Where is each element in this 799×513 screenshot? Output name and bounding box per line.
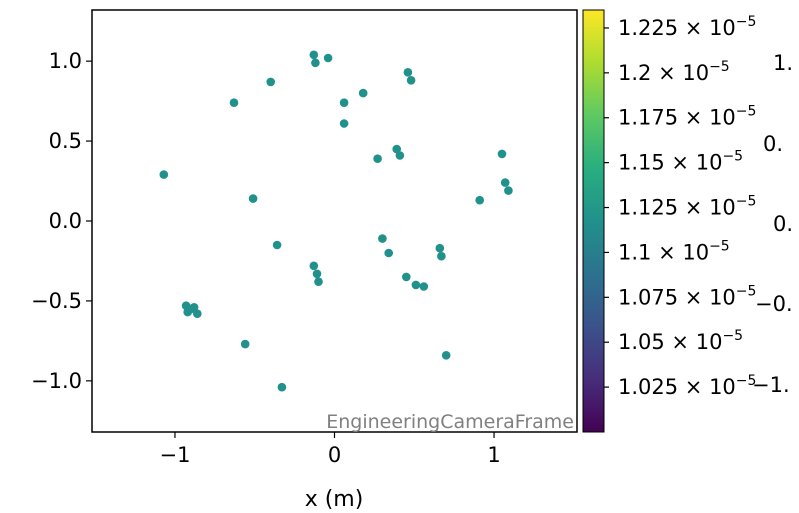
scatter-point	[395, 151, 405, 160]
colorbar-tick-label: 1.2 × 10−5	[618, 59, 730, 85]
scatter-point	[186, 304, 196, 314]
scatter-point	[378, 234, 387, 243]
scatter-point	[248, 194, 258, 203]
scatter-point	[419, 282, 429, 291]
scatter-point	[309, 50, 319, 60]
watermark-text: EngineeringCameraFrame	[326, 411, 574, 433]
scatter-point	[358, 88, 368, 98]
scatter-point	[240, 339, 250, 349]
scatter-point	[159, 170, 169, 179]
scatter-point	[392, 144, 402, 154]
y-tick-label: 1.0	[49, 49, 82, 73]
colorbar-tick-label: 1.225 × 10−5	[618, 14, 756, 40]
scatter-point	[437, 251, 446, 261]
scatter-point	[229, 98, 239, 107]
scatter-point	[402, 272, 411, 282]
plot-frame	[91, 9, 578, 433]
scatter-point	[411, 280, 421, 290]
scatter-point	[339, 98, 349, 107]
scatter-point	[475, 195, 485, 205]
x-tick-label: −1	[159, 443, 190, 467]
scatter-point	[339, 119, 349, 128]
scatter-point	[193, 309, 202, 319]
x-axis: −1 0 1	[159, 432, 501, 467]
scatter-point	[314, 277, 323, 287]
colorbar-tick-label: 1.175 × 10−5	[618, 104, 756, 130]
y-tick-label: −0.5	[31, 289, 82, 313]
scatter-point	[266, 77, 276, 87]
scatter-point	[373, 154, 382, 163]
colorbar	[582, 9, 605, 433]
y-axis: −1.0 −0.5 0.0 0.5 1.0	[31, 49, 92, 393]
overlapping-axis-labels: 1. 0. 0. −0. −1.	[752, 51, 793, 397]
y-tick-label: 0.0	[49, 209, 82, 233]
colorbar-tick-label: 1.075 × 10−5	[618, 283, 756, 309]
scatter-point	[277, 382, 287, 392]
scatter-point	[312, 269, 322, 279]
y-tick-label: −1.0	[31, 369, 82, 393]
scatter-point	[384, 248, 394, 258]
scatter-point	[435, 243, 445, 253]
colorbar-tick-label: 1.025 × 10−5	[618, 373, 756, 399]
x-tick-label: 1	[487, 443, 500, 467]
scatter-points	[159, 50, 513, 392]
scatter-point	[403, 68, 413, 77]
scatter-point	[504, 186, 513, 195]
overlapping-axis-label: 0.	[773, 212, 793, 236]
colorbar-tick-label: 1.125 × 10−5	[618, 194, 756, 220]
scatter-point	[272, 240, 282, 250]
colorbar-tick-label: 1.05 × 10−5	[618, 328, 743, 354]
scatter-point	[406, 76, 416, 85]
overlapping-axis-label: −0.	[755, 292, 793, 316]
overlapping-axis-label: −1.	[752, 373, 790, 397]
overlapping-axis-label: 0.	[763, 132, 783, 156]
colorbar-tick-label: 1.15 × 10−5	[618, 149, 743, 175]
scatter-point	[311, 58, 320, 68]
scatter-point	[323, 53, 333, 63]
colorbar-ticks: 1.225 × 10−5 1.2 × 10−5 1.175 × 10−5 1.15 ×…	[604, 14, 756, 399]
colorbar-tick-label: 1.1 × 10−5	[618, 238, 730, 264]
x-axis-label: x (m)	[305, 487, 364, 512]
scatter-point	[441, 351, 451, 360]
y-tick-label: 0.5	[49, 129, 82, 153]
x-tick-label: 0	[328, 443, 341, 467]
scatter-point	[497, 149, 507, 159]
scatter-point	[309, 261, 319, 271]
overlapping-axis-label: 1.	[773, 51, 793, 75]
scatter-point	[500, 178, 510, 187]
